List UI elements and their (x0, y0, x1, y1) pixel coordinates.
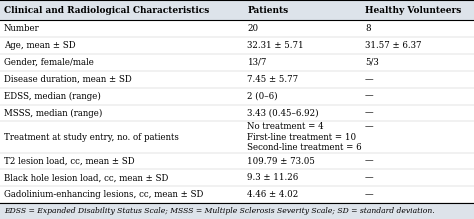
Text: 3.43 (0.45–6.92): 3.43 (0.45–6.92) (247, 108, 319, 117)
Text: —: — (365, 75, 374, 84)
Text: 20: 20 (247, 24, 258, 33)
Text: —: — (365, 92, 374, 101)
Text: First-line treatment = 10: First-line treatment = 10 (247, 132, 356, 141)
Bar (0, 203, 474, 219)
Text: T2 lesion load, cc, mean ± SD: T2 lesion load, cc, mean ± SD (4, 157, 135, 166)
Text: —: — (365, 173, 374, 182)
Text: Age, mean ± SD: Age, mean ± SD (4, 41, 75, 50)
Text: 8: 8 (365, 24, 371, 33)
Bar (0, 104, 474, 121)
Text: Second-line treatment = 6: Second-line treatment = 6 (247, 143, 362, 152)
Text: 109.79 ± 73.05: 109.79 ± 73.05 (247, 157, 315, 166)
Text: No treatment = 4: No treatment = 4 (247, 122, 324, 131)
Text: —: — (365, 122, 374, 131)
Text: Healthy Volunteers: Healthy Volunteers (365, 5, 461, 15)
Text: MSSS, median (range): MSSS, median (range) (4, 108, 102, 118)
Bar (0, 0, 474, 20)
Bar (0, 54, 474, 71)
Text: Disease duration, mean ± SD: Disease duration, mean ± SD (4, 75, 132, 84)
Text: 2 (0–6): 2 (0–6) (247, 92, 278, 101)
Text: EDSS = Expanded Disability Status Scale; MSSS = Multiple Sclerosis Severity Scal: EDSS = Expanded Disability Status Scale;… (4, 207, 434, 215)
Text: Number: Number (4, 24, 39, 33)
Bar (0, 88, 474, 104)
Text: 9.3 ± 11.26: 9.3 ± 11.26 (247, 173, 299, 182)
Text: Clinical and Radiological Characteristics: Clinical and Radiological Characteristic… (4, 5, 209, 15)
Text: —: — (365, 157, 374, 166)
Text: Patients: Patients (247, 5, 289, 15)
Text: EDSS, median (range): EDSS, median (range) (4, 92, 100, 101)
Text: Gadolinium-enhancing lesions, cc, mean ± SD: Gadolinium-enhancing lesions, cc, mean ±… (4, 190, 203, 199)
Bar (0, 186, 474, 203)
Text: —: — (365, 190, 374, 199)
Text: 13/7: 13/7 (247, 58, 267, 67)
Bar (0, 71, 474, 88)
Bar (0, 170, 474, 186)
Bar (0, 37, 474, 54)
Text: Black hole lesion load, cc, mean ± SD: Black hole lesion load, cc, mean ± SD (4, 173, 168, 182)
Text: Treatment at study entry, no. of patients: Treatment at study entry, no. of patient… (4, 132, 179, 141)
Text: 31.57 ± 6.37: 31.57 ± 6.37 (365, 41, 421, 50)
Text: —: — (365, 108, 374, 117)
Bar (0, 20, 474, 37)
Bar (0, 153, 474, 170)
Text: 7.45 ± 5.77: 7.45 ± 5.77 (247, 75, 299, 84)
Text: 4.46 ± 4.02: 4.46 ± 4.02 (247, 190, 299, 199)
Text: 32.31 ± 5.71: 32.31 ± 5.71 (247, 41, 304, 50)
Text: 5/3: 5/3 (365, 58, 379, 67)
Bar (0, 121, 474, 153)
Text: Gender, female/male: Gender, female/male (4, 58, 94, 67)
